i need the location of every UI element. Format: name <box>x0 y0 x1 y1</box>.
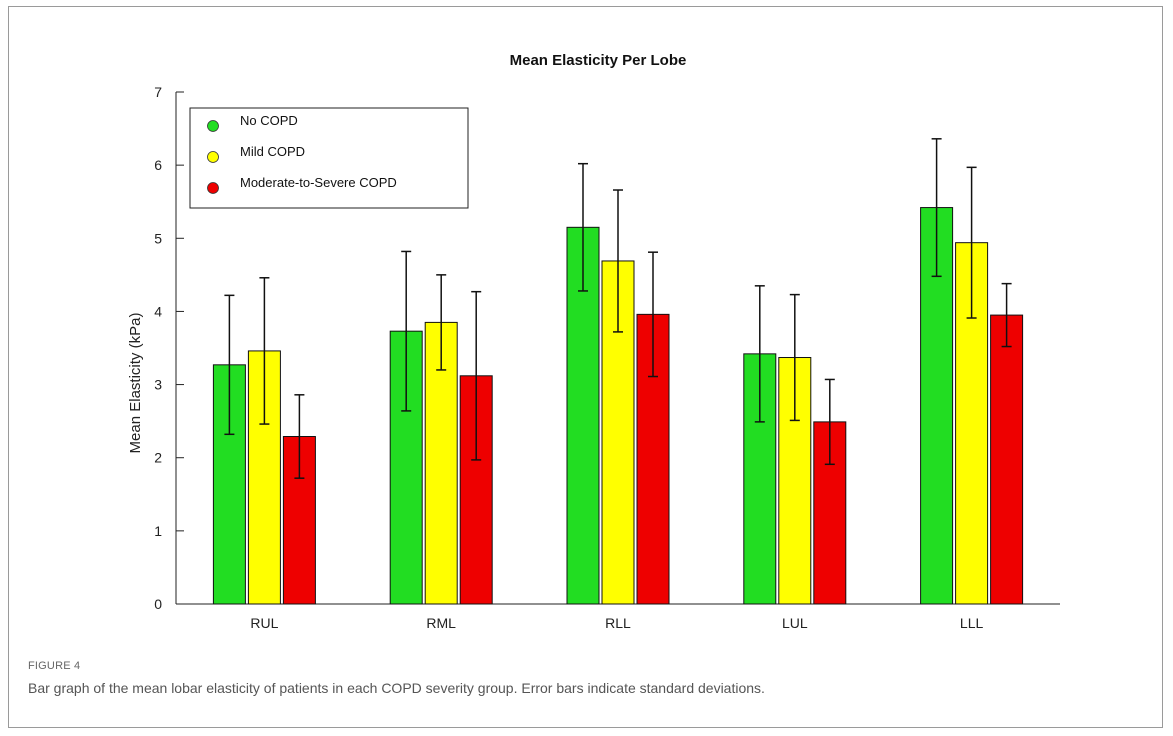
x-tick-label-rml: RML <box>426 615 456 631</box>
legend-box <box>189 107 469 209</box>
figure-label: FIGURE 4 <box>28 660 81 672</box>
y-tick-label: 2 <box>154 450 162 466</box>
y-tick-label: 4 <box>154 303 162 319</box>
x-tick-label-lll: LLL <box>960 615 984 631</box>
legend: No COPD Mild COPD Moderate-to-Severe COPD <box>189 107 469 209</box>
y-tick-label: 7 <box>154 84 162 100</box>
y-tick-label: 3 <box>154 377 162 393</box>
legend-label-no-copd: No COPD <box>240 113 298 128</box>
bar-lll-moderate-to-severe-copd <box>990 314 1024 605</box>
legend-label-moderate-to-severe-copd: Moderate-to-Severe COPD <box>240 175 397 190</box>
y-axis-label: Mean Elasticity (kPa) <box>127 313 144 454</box>
x-tick-label-rul: RUL <box>250 615 278 631</box>
legend-label-mild-copd: Mild COPD <box>240 144 305 159</box>
plot-area: 0 1 2 3 4 5 6 7 RUL RML RLL LUL LLL <box>154 84 1060 631</box>
legend-marker-mild-copd <box>207 151 219 163</box>
legend-marker-no-copd <box>207 120 219 132</box>
x-tick-label-lul: LUL <box>782 615 808 631</box>
legend-marker-moderate-to-severe-copd <box>207 182 219 194</box>
y-tick-label: 6 <box>154 157 162 173</box>
chart-title: Mean Elasticity Per Lobe <box>510 52 687 69</box>
y-tick-label: 1 <box>154 523 162 539</box>
x-tick-label-rll: RLL <box>605 615 631 631</box>
bar-chart: Mean Elasticity Per Lobe Mean Elasticity… <box>127 52 1060 631</box>
figure-caption: Bar graph of the mean lobar elasticity o… <box>28 680 765 696</box>
y-tick-label: 0 <box>154 596 162 612</box>
y-tick-label: 5 <box>154 230 162 246</box>
